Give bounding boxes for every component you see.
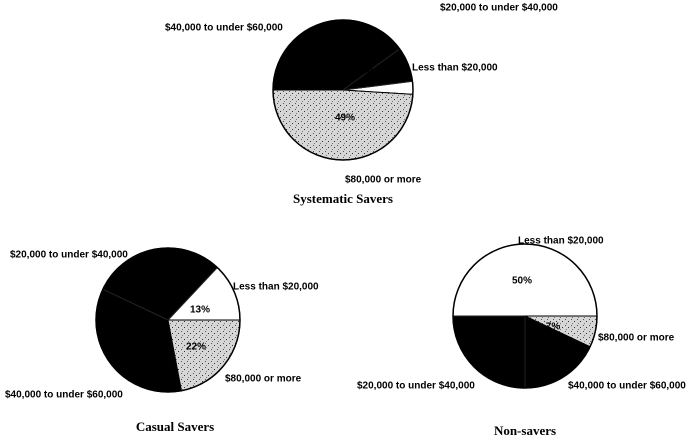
slice-label: $80,000 or more	[225, 374, 302, 385]
slice-label: Less than $20,000	[518, 236, 604, 247]
pie-slice	[452, 315, 526, 389]
slice-label: $20,000 to under $40,000	[440, 3, 558, 14]
value-label: 13%	[190, 305, 210, 316]
value-label: 3%	[365, 68, 380, 79]
chart-title: Non-savers	[494, 423, 556, 438]
slice-label: $40,000 to under $60,000	[165, 23, 283, 34]
slice-label: $40,000 to under $60,000	[5, 390, 123, 401]
value-label: 49%	[335, 113, 355, 124]
slice-label: $40,000 to under $60,000	[568, 381, 686, 392]
value-label: 22%	[186, 342, 206, 353]
value-label: 7%	[546, 322, 561, 333]
slice-label: Less than $20,000	[233, 282, 319, 293]
pie-outline	[272, 19, 414, 161]
slice-label: $20,000 to under $40,000	[10, 250, 128, 261]
chart-title: Casual Savers	[136, 419, 214, 434]
pie-slice	[272, 89, 414, 161]
pie-outline	[95, 247, 241, 393]
slice-label: $80,000 or more	[345, 175, 422, 186]
slice-label: $20,000 to under $40,000	[357, 381, 475, 392]
slice-label: Less than $20,000	[412, 63, 498, 74]
value-label: 50%	[512, 276, 532, 287]
chart-title: Systematic Savers	[293, 191, 393, 206]
pie-outline	[452, 243, 598, 389]
slice-label: $80,000 or more	[598, 333, 675, 344]
